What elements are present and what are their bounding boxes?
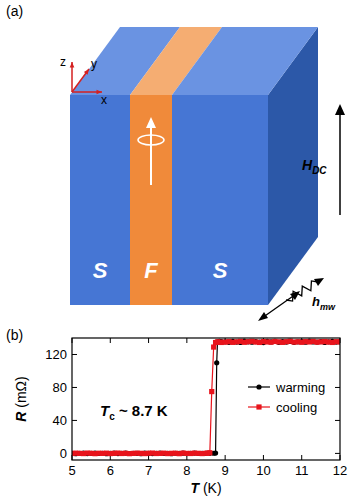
microwave-wave-head: [314, 278, 324, 286]
x-tick: [110, 338, 111, 343]
data-point: [214, 360, 219, 365]
y-tick: [72, 420, 77, 421]
microwave-arrow-head: [290, 291, 300, 300]
field-arrow-head: [335, 104, 345, 115]
y-tick: [335, 354, 340, 355]
microwave-subscript: mw: [320, 302, 336, 312]
x-tick: [301, 455, 302, 460]
axis-unit: (K): [199, 480, 222, 496]
panel-b: (b)5678910111204080120T (K)R (mΩ)Tc ~ 8.…: [6, 327, 347, 496]
microwave-arrow: [262, 294, 296, 318]
layer-label: S: [213, 258, 228, 283]
y-tick: [335, 420, 340, 421]
y-tick: [72, 387, 77, 388]
coordinate-axis-head: [84, 69, 89, 75]
x-tick-label: 6: [107, 463, 114, 478]
layer-face: [172, 95, 268, 305]
legend-label: warming: [275, 380, 325, 395]
layer-label: F: [144, 258, 158, 283]
precession: [138, 135, 164, 145]
figure: (a)SFSxyzHDChmw(b)5678910111204080120T (…: [0, 0, 360, 500]
x-tick-label: 5: [68, 463, 75, 478]
y-tick: [72, 354, 77, 355]
axis-name: x: [101, 93, 107, 107]
panel-label: (a): [6, 3, 23, 19]
axis-name: z: [60, 55, 66, 69]
data-point: [211, 344, 216, 349]
y-axis-title: R (mΩ): [13, 376, 29, 421]
coordinate-axis-head: [70, 62, 75, 68]
annotation: Tc ~ 8.7 K: [100, 402, 168, 422]
layer-face: [70, 95, 130, 305]
top-face: [172, 27, 318, 95]
x-tick-label: 12: [333, 463, 347, 478]
x-axis-title: T (K): [190, 480, 221, 496]
x-tick-label: 9: [222, 463, 229, 478]
x-tick: [263, 455, 264, 460]
series-line: [72, 341, 340, 454]
microwave-label: hmw: [312, 294, 336, 312]
panel-label: (b): [6, 327, 23, 343]
y-tick-label: 40: [53, 413, 67, 428]
x-tick-label: 11: [295, 463, 309, 478]
panel-a: (a) S F Sx y z HDC hmw: [6, 3, 345, 321]
field-subscript: DC: [312, 165, 327, 176]
y-tick-label: 120: [45, 347, 67, 362]
legend-marker: [256, 404, 261, 409]
field-label: HDC: [302, 157, 327, 176]
data-point: [213, 450, 218, 455]
data-point: [209, 389, 214, 394]
data-point: [207, 451, 212, 456]
microwave-arrow-head: [258, 312, 268, 321]
plot-frame: [72, 338, 340, 460]
axis-name: y: [91, 57, 97, 71]
field-arrow: [339, 112, 341, 215]
data-point: [207, 450, 212, 455]
y-tick: [335, 387, 340, 388]
axis-unit: (mΩ): [13, 376, 29, 411]
microwave-symbol: h: [312, 294, 320, 309]
x-tick: [186, 338, 187, 343]
x-tick: [148, 338, 149, 343]
legend-label: cooling: [276, 400, 317, 415]
legend: warming cooling: [248, 380, 325, 415]
y-tick-label: 80: [53, 380, 67, 395]
x-tick-label: 8: [183, 463, 190, 478]
magnetization: [150, 124, 152, 185]
y-tick-label: 0: [60, 446, 67, 461]
legend-marker: [256, 384, 261, 389]
x-tick-label: 10: [256, 463, 270, 478]
layer-label: S: [93, 258, 108, 283]
coordinate-axis: [72, 69, 89, 92]
magnetization-head: [146, 117, 156, 128]
y-tick: [335, 453, 340, 454]
series-line: [72, 341, 340, 453]
annotation-text: ~ 8.7 K: [115, 402, 168, 419]
x-tick-label: 7: [145, 463, 152, 478]
x-tick: [225, 455, 226, 460]
layer-face: [130, 95, 172, 305]
plot-data: [72, 339, 340, 457]
